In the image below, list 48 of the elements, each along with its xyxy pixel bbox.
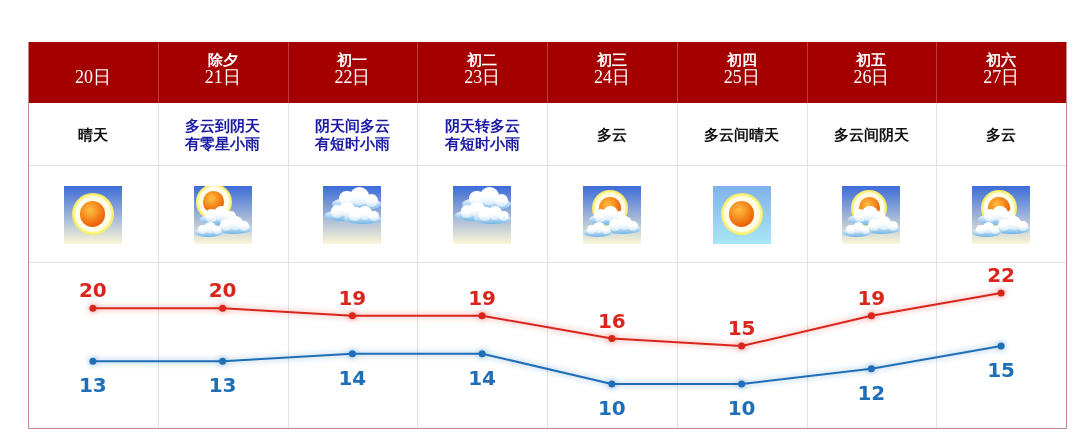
data-label: 15 [987,358,1016,383]
x-tick-label: 初三 24日 [593,50,630,87]
point [867,365,875,373]
data-label: 13 [78,373,107,398]
point [738,380,746,388]
point [478,312,486,320]
text: 多云到阴天有零星小雨 [184,116,262,153]
x-tick-label: 初四 25日 [723,50,760,87]
point [348,312,356,320]
data-label: 19 [857,285,886,310]
point [867,312,875,320]
point [219,304,227,312]
text: 阴天间多云有短时小雨 [313,116,390,153]
point [219,357,227,365]
point [348,350,356,358]
data-label: 12 [857,381,886,406]
data-label: 20 [208,278,237,303]
text: 晴天 [77,125,109,144]
point [608,380,616,388]
point [89,357,97,365]
data-label: 15 [727,316,756,341]
text: 多云间晴天 [704,125,781,144]
point [738,342,746,350]
data-label: 10 [727,396,756,421]
point [478,350,486,358]
data-label: 19 [468,285,497,310]
data-label: 16 [597,308,626,333]
data-label: 13 [208,373,237,398]
text: 多云 [596,125,627,144]
x-tick-label: 20日 [74,66,111,87]
x-tick-label: 初六 27日 [983,50,1020,87]
text: 多云 [986,125,1017,144]
x-tick-label: 初五 26日 [853,50,890,87]
data-label: 22 [987,263,1016,288]
point [997,342,1005,350]
x-tick-label: 除夕 21日 [204,50,241,87]
point [608,335,616,342]
x-tick-label: 初二 23日 [464,50,501,87]
data-label: 19 [338,285,367,310]
text: 阴天转多云有短时小雨 [443,116,520,153]
data-label: 14 [338,365,367,390]
data-label: 14 [468,365,497,390]
point [89,304,97,312]
data-label: 10 [597,396,626,421]
data-label: 20 [78,278,107,303]
x-tick-label: 初一 22日 [334,50,371,87]
point [997,289,1005,297]
text: 多云间阴天 [833,125,910,144]
